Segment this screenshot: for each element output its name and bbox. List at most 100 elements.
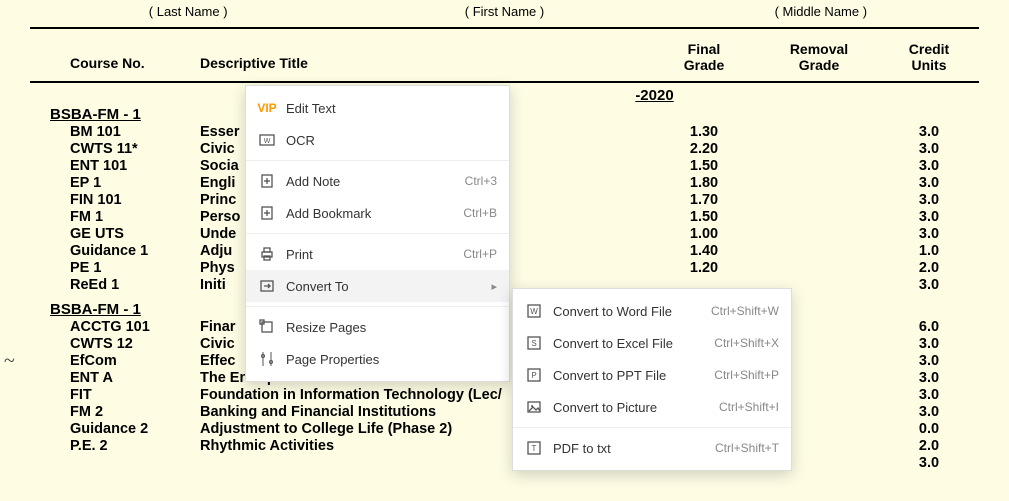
menu-separator: [513, 427, 791, 428]
divider: [30, 81, 979, 83]
menu-pdf-to-txt[interactable]: T PDF to txt Ctrl+Shift+T: [513, 432, 791, 464]
menu-convert-word[interactable]: W Convert to Word File Ctrl+Shift+W: [513, 295, 791, 327]
course-no: ReEd 1: [30, 277, 200, 293]
removal-grade: [759, 192, 879, 208]
table-header: Course No. Descriptive Title Final Grade…: [30, 33, 979, 77]
removal-grade: [759, 158, 879, 174]
menu-add-bookmark[interactable]: Add Bookmark Ctrl+B: [246, 197, 509, 229]
bookmark-icon: [258, 204, 276, 222]
menu-print[interactable]: Print Ctrl+P: [246, 238, 509, 270]
menu-convert-picture[interactable]: Convert to Picture Ctrl+Shift+I: [513, 391, 791, 423]
credit-units: 1.0: [879, 243, 979, 259]
final-grade: 1.20: [649, 260, 759, 276]
table-row: Guidance 2Adjustment to College Life (Ph…: [30, 420, 979, 437]
last-name-label: ( Last Name ): [30, 4, 346, 19]
removal-grade: [759, 141, 879, 157]
course-no: FIT: [30, 387, 200, 403]
svg-text:W: W: [264, 138, 271, 145]
table-row: FM 2Banking and Financial Institutions3.…: [30, 403, 979, 420]
final-grade: 1.70: [649, 192, 759, 208]
txt-icon: T: [525, 439, 543, 457]
course-no: ACCTG 101: [30, 319, 200, 335]
course-no: EP 1: [30, 175, 200, 191]
course-no: [30, 455, 200, 471]
credit-units: 3.0: [879, 209, 979, 225]
removal-grade: [759, 243, 879, 259]
menu-label: Page Properties: [286, 352, 497, 367]
svg-text:S: S: [531, 339, 536, 348]
course-no: FM 2: [30, 404, 200, 420]
course-no: ENT 101: [30, 158, 200, 174]
svg-text:P: P: [531, 371, 536, 380]
credit-units: 3.0: [879, 192, 979, 208]
menu-convert-ppt[interactable]: P Convert to PPT File Ctrl+Shift+P: [513, 359, 791, 391]
ppt-icon: P: [525, 366, 543, 384]
shortcut: Ctrl+3: [465, 174, 497, 188]
credit-units: 3.0: [879, 353, 979, 369]
removal-grade: [759, 226, 879, 242]
handwritten-mark: ~: [4, 350, 15, 373]
removal-grade: [759, 175, 879, 191]
final-grade: 1.40: [649, 243, 759, 259]
note-icon: [258, 172, 276, 190]
shortcut: Ctrl+Shift+T: [715, 441, 779, 455]
menu-label: Resize Pages: [286, 320, 497, 335]
credit-units: 3.0: [879, 175, 979, 191]
course-no: ENT A: [30, 370, 200, 386]
menu-label: Convert to PPT File: [553, 368, 704, 383]
convert-icon: [258, 277, 276, 295]
menu-label: Add Note: [286, 174, 455, 189]
shortcut: Ctrl+P: [463, 247, 497, 261]
menu-label: Print: [286, 247, 453, 262]
credit-units: 3.0: [879, 387, 979, 403]
credit-units: 3.0: [879, 277, 979, 293]
resize-icon: [258, 318, 276, 336]
header-course: Course No.: [30, 41, 200, 73]
final-grade: 2.20: [649, 141, 759, 157]
table-row: FITFoundation in Information Technology …: [30, 386, 979, 403]
course-no: CWTS 11*: [30, 141, 200, 157]
course-no: GE UTS: [30, 226, 200, 242]
menu-separator: [246, 160, 509, 161]
removal-grade: [759, 124, 879, 140]
menu-separator: [246, 233, 509, 234]
menu-add-note[interactable]: Add Note Ctrl+3: [246, 165, 509, 197]
menu-convert-to[interactable]: Convert To ▸: [246, 270, 509, 302]
shortcut: Ctrl+Shift+X: [714, 336, 779, 350]
menu-label: Convert To: [286, 279, 481, 294]
menu-label: OCR: [286, 133, 497, 148]
menu-label: Add Bookmark: [286, 206, 453, 221]
shortcut: Ctrl+Shift+P: [714, 368, 779, 382]
course-no: P.E. 2: [30, 438, 200, 454]
final-grade: 1.30: [649, 124, 759, 140]
print-icon: [258, 245, 276, 263]
menu-ocr[interactable]: W OCR: [246, 124, 509, 156]
menu-label: Convert to Excel File: [553, 336, 704, 351]
convert-submenu: W Convert to Word File Ctrl+Shift+W S Co…: [512, 288, 792, 471]
credit-units: 2.0: [879, 438, 979, 454]
menu-edit-text[interactable]: VIP Edit Text: [246, 92, 509, 124]
table-row: 1.903.0: [30, 454, 979, 471]
credit-units: 6.0: [879, 319, 979, 335]
excel-icon: S: [525, 334, 543, 352]
credit-units: 2.0: [879, 260, 979, 276]
picture-icon: [525, 398, 543, 416]
ocr-icon: W: [258, 131, 276, 149]
menu-page-properties[interactable]: Page Properties: [246, 343, 509, 375]
header-removal-grade: Removal Grade: [759, 41, 879, 73]
final-grade: 1.80: [649, 175, 759, 191]
final-grade: 1.00: [649, 226, 759, 242]
course-no: FIN 101: [30, 192, 200, 208]
menu-convert-excel[interactable]: S Convert to Excel File Ctrl+Shift+X: [513, 327, 791, 359]
course-no: EfCom: [30, 353, 200, 369]
name-labels-row: ( Last Name ) ( First Name ) ( Middle Na…: [30, 0, 979, 23]
course-no: FM 1: [30, 209, 200, 225]
svg-text:W: W: [530, 307, 538, 316]
course-no: BM 101: [30, 124, 200, 140]
menu-resize-pages[interactable]: Resize Pages: [246, 311, 509, 343]
menu-label: Convert to Picture: [553, 400, 709, 415]
menu-label: Edit Text: [286, 101, 497, 116]
course-no: Guidance 1: [30, 243, 200, 259]
shortcut: Ctrl+Shift+W: [711, 304, 779, 318]
credit-units: 3.0: [879, 455, 979, 471]
